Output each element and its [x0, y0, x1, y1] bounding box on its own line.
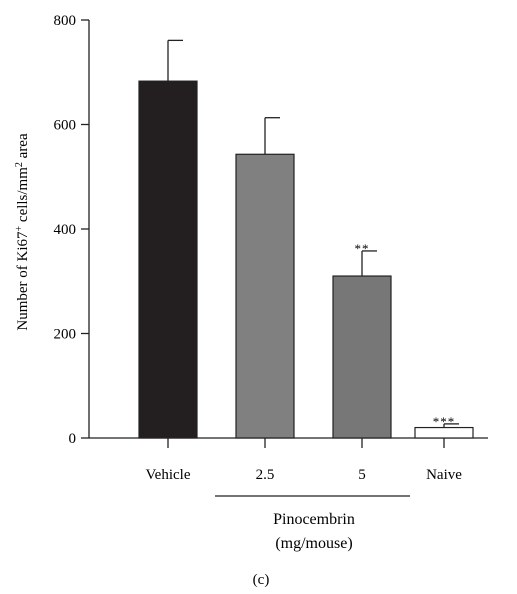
bar-naive: [414, 426, 474, 439]
y-tick-label: 200: [54, 327, 77, 343]
x-tick-label: Naive: [426, 467, 462, 483]
group-label-line1: Pinocembrin: [273, 511, 355, 528]
y-axis-title: Number of Ki67+ cells/mm2 area: [14, 133, 32, 331]
bar-5: [332, 275, 392, 439]
significance-label: ***: [433, 414, 456, 429]
x-tick-label: 2.5: [256, 467, 275, 483]
x-tick-label: Vehicle: [146, 467, 191, 483]
bar-vehicle: [138, 80, 198, 439]
y-tick-label: 600: [54, 118, 77, 134]
bar-2-5: [235, 153, 295, 439]
group-label-line2: (mg/mouse): [275, 535, 352, 552]
panel-label: (c): [253, 572, 270, 588]
x-axis: Vehicle 2.5 5 Naive: [89, 437, 488, 497]
x-tick-label: 5: [358, 467, 366, 483]
y-tick-label: 400: [54, 222, 77, 238]
significance-label: **: [355, 241, 370, 256]
bars: [138, 39, 474, 439]
y-tick-label: 800: [54, 13, 77, 29]
labels: *****: [355, 241, 456, 429]
y-tick-label: 0: [69, 431, 77, 447]
y-axis: 0 200 400 600 800: [54, 13, 90, 447]
